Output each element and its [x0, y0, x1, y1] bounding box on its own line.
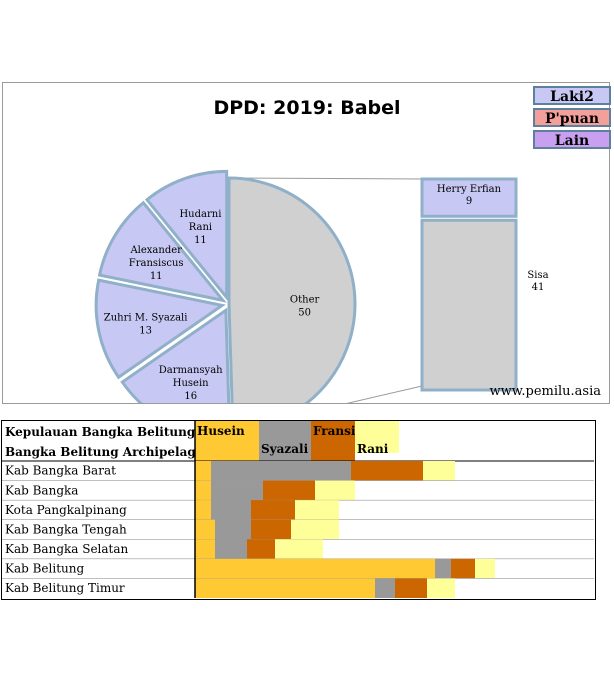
pie-label-darmansyah-husein: Darmansyah Husein 16 [159, 365, 223, 402]
bar-segment-kab-belitung-husein [195, 558, 435, 579]
pie-slice-hudarni-rani [144, 169, 229, 302]
bar-segment-kab-bangka-selatan-fransiscus [247, 539, 275, 559]
pie-slice-zuhri-m-syazali [94, 278, 226, 380]
row-label-kab-bangka: Kab Bangka [5, 483, 78, 497]
series-label-rani: Rani [357, 442, 389, 456]
bar-segment-kab-belitung-timur-syazali [375, 578, 395, 598]
bar-segment-kab-bangka-tengah-husein [195, 519, 215, 540]
bar-segment-kab-belitung-syazali [435, 558, 451, 579]
bar-segment-kota-pangkalpinang-fransiscus [251, 500, 295, 520]
legend-item-ppuan: P'puan [533, 108, 611, 127]
bar-segment-kab-bangka-tengah-syazali [215, 519, 251, 540]
row-label-kab-bangka-selatan: Kab Bangka Selatan [5, 542, 129, 556]
pie-slice-alexander-fransiscus [97, 200, 227, 303]
pie-slice-other [227, 176, 357, 403]
breakout-label-sisa: Sisa 41 [527, 270, 548, 293]
row-label-kota-pangkalpinang: Kota Pangkalpinang [5, 503, 127, 517]
row-label-kab-belitung-timur: Kab Belitung Timur [5, 581, 125, 595]
pie-label-zuhri-m-syazali: Zuhri M. Syazali 13 [104, 313, 188, 337]
row-label-kab-bangka-barat: Kab Bangka Barat [5, 464, 116, 478]
bar-segment-kab-bangka-selatan-syazali [215, 539, 247, 559]
row-label-kab-bangka-tengah: Kab Bangka Tengah [5, 522, 127, 536]
bar-segment-kab-belitung-rani [475, 558, 495, 579]
bar-segment-kab-bangka-husein [195, 480, 211, 501]
header-segment-syazali [259, 421, 311, 461]
bar-segment-kab-bangka-tengah-fransiscus [251, 519, 291, 540]
table-header-line-2: Bangka Belitung Archipelago [5, 445, 204, 459]
bar-segment-kab-bangka-fransiscus [263, 480, 315, 501]
pie-slice-darmansyah-husein [120, 307, 231, 403]
bar-segment-kab-bangka-selatan-husein [195, 539, 215, 559]
stacked-bar-table: Kepulauan Bangka Belitung Bangka Belitung… [2, 421, 594, 598]
series-label-syazali: Syazali [261, 442, 309, 456]
legend: Laki2 P'puan Lain [533, 86, 611, 152]
header-segment-rani [355, 421, 399, 453]
bar-segment-kab-bangka-tengah-rani [291, 519, 339, 540]
chart-title: DPD: 2019: Babel [213, 97, 401, 119]
bar-segment-kab-bangka-barat-fransiscus [351, 461, 423, 481]
bar-segment-kab-belitung-timur-rani [427, 578, 455, 598]
bar-segment-kota-pangkalpinang-syazali [211, 500, 251, 520]
bar-segment-kab-bangka-barat-rani [423, 461, 455, 481]
pie-label-hudarni-rani: Hudarni Rani 11 [179, 209, 221, 246]
bar-segment-kab-belitung-fransiscus [451, 558, 475, 579]
source-watermark: www.pemilu.asia [489, 384, 601, 399]
pie-chart: Other 50 Darmansyah Husein 16 Zuhri M. Syazal… [94, 169, 549, 403]
connector-line-bottom [346, 385, 423, 403]
pie-chart-panel: Other 50 Darmansyah Husein 16 Zuhri M. Syazal… [2, 82, 611, 404]
breakout-segment-sisa [420, 218, 518, 392]
pie-label-other: Other 50 [290, 294, 320, 318]
legend-item-laki2: Laki2 [533, 86, 611, 105]
row-label-kab-belitung: Kab Belitung [5, 562, 84, 576]
bar-segment-kab-belitung-timur-fransiscus [395, 578, 427, 598]
series-label-husein: Husein [197, 424, 245, 438]
bar-segment-kota-pangkalpinang-husein [195, 500, 211, 520]
bar-segment-kab-bangka-rani [315, 480, 355, 501]
header-segment-husein [195, 421, 259, 461]
bar-segment-kab-belitung-timur-husein [195, 578, 375, 598]
bar-segment-kab-bangka-barat-husein [195, 461, 211, 481]
bar-segment-kab-bangka-selatan-rani [275, 539, 323, 559]
header-segment-fransiscus [311, 421, 355, 461]
pie-label-alexander-fransiscus: Alexander Fransiscus 11 [129, 245, 184, 282]
breakout-label-herry-erfian: Herry Erfian 9 [437, 184, 502, 207]
table-header-line-1: Kepulauan Bangka Belitung [5, 425, 196, 439]
legend-item-lain: Lain [533, 130, 611, 149]
bar-segment-kab-bangka-syazali [211, 480, 263, 501]
bar-segment-kab-bangka-barat-syazali [211, 461, 351, 481]
connector-line-top [228, 177, 423, 180]
breakout-segment-herry-erfian [420, 177, 518, 218]
bar-segment-kota-pangkalpinang-rani [295, 500, 339, 520]
regional-breakdown-table: Kepulauan Bangka Belitung Bangka Belitung… [1, 420, 596, 600]
